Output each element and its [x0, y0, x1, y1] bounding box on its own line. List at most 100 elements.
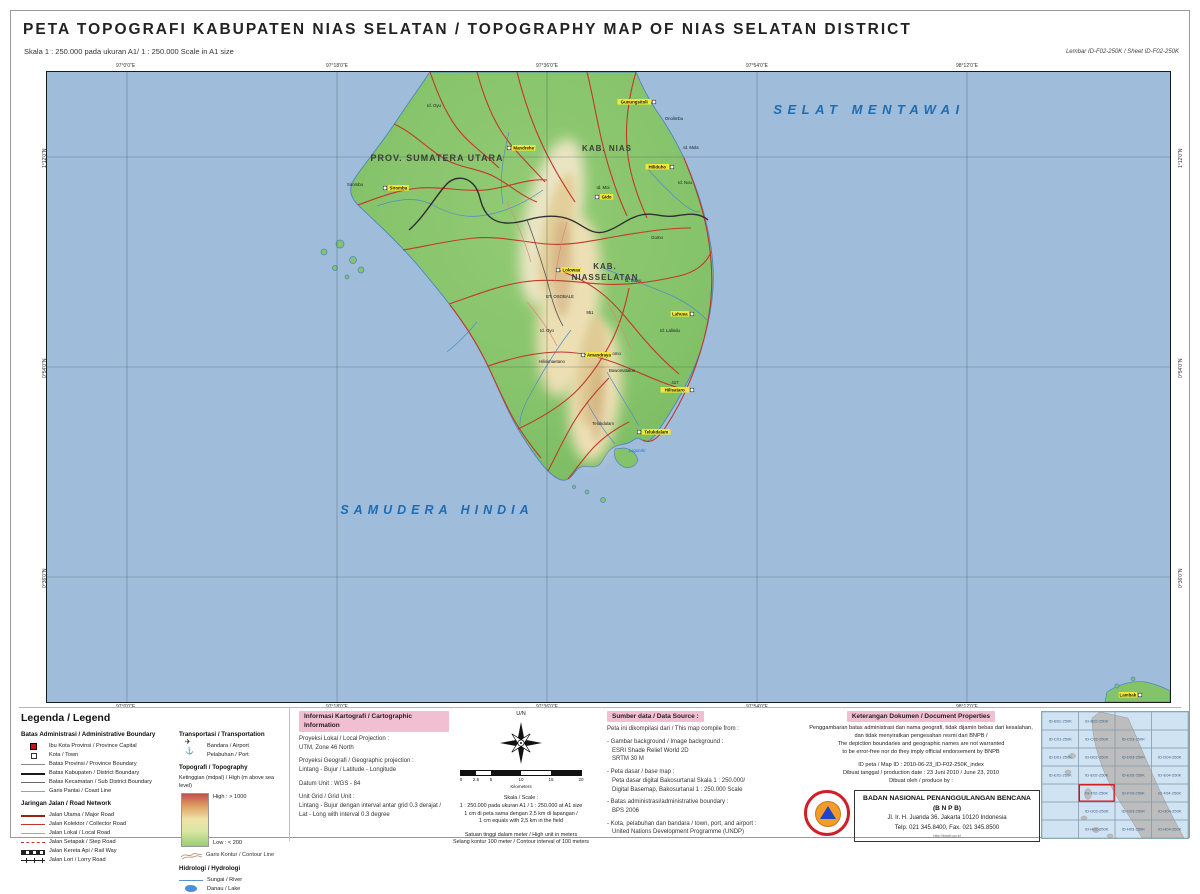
legend-item-label: Kota / Town	[49, 751, 78, 759]
legend-item: Jalan Setapak / Step Road	[21, 838, 173, 847]
scale-line2: 1 cm di peta sama dengan 2,5 km di lapan…	[451, 811, 591, 819]
legend-item-label: Pelabuhan / Port	[207, 751, 249, 759]
index-island	[1081, 816, 1087, 820]
data-source-item: - Kota, pelabuhan dan bandara / town, po…	[607, 820, 793, 837]
legend-item-label: Jalan Lori / Lorry Road	[49, 856, 106, 864]
town-label: Lahusa	[672, 311, 688, 316]
organization-block: BADAN NASIONAL PENANGGULANGAN BENCANA (B…	[796, 788, 1046, 842]
cartographic-line: UTM, Zone 46 North	[299, 744, 449, 753]
map-sheet: PETA TOPOGRAFI KABUPATEN NIAS SELATAN / …	[10, 10, 1190, 838]
town-label: Hiliduho	[649, 164, 667, 169]
cartographic-line: Datum Unit : WGS - 84	[299, 780, 449, 789]
line-major-icon	[21, 811, 45, 819]
legend-item: Jalan Kolektor / Collector Road	[21, 820, 173, 829]
lat-tick-right: 0°36'0"N	[1178, 569, 1184, 588]
lat-tick-right: 0°54'0"N	[1178, 359, 1184, 378]
scale-text: Skala / Scale : 1 : 250.000 pada ukuran …	[451, 795, 591, 825]
elevation-ramp-icon	[181, 793, 209, 847]
data-source-line: - Gambar background / Image background :	[607, 738, 793, 747]
legend-item-label: Garis Pantai / Coast Line	[49, 787, 111, 795]
scale-tick-label: 20	[578, 777, 583, 784]
legend-section-title: Jaringan Jalan / Road Network	[21, 800, 173, 809]
map-minor-label: Bawomataluo	[609, 368, 636, 373]
map-minor-label: Id. Mola	[683, 145, 699, 150]
index-cell-label: ID-E02-250K	[1085, 773, 1108, 778]
line-rail-icon	[21, 847, 45, 855]
legend-item-label: Danau / Lake	[207, 885, 240, 893]
index-cell-label: ID-E04-250K	[1158, 773, 1181, 778]
town-marker	[581, 353, 585, 357]
scale-line3: 1 cm equals with 2,5 km in the field	[451, 818, 591, 826]
map-minor-label: 417	[671, 380, 679, 385]
data-source-items: - Gambar background / Image background :…	[607, 738, 793, 837]
sq-red-icon	[21, 742, 45, 750]
index-cell-label: ID-G04-250K	[1158, 809, 1182, 814]
data-source-item: - Batas administrasi/administrative boun…	[607, 798, 793, 815]
lat-tick-right: 1°12'0"N	[1178, 149, 1184, 168]
index-cell-label: ID-C03-250K	[1122, 737, 1146, 742]
organization-name: BADAN NASIONAL PENANGGULANGAN BENCANA	[857, 794, 1037, 804]
region-label: KAB.	[593, 262, 617, 271]
map-minor-label: Onolimbu	[665, 116, 684, 121]
town-label: Lambak	[1120, 692, 1137, 697]
index-cell-label: ID-G03-250K	[1121, 809, 1145, 814]
map-minor-label: Id. Oyu	[427, 103, 441, 108]
organization-phone: Telp. 021 345.8400, Fax. 021 345.8500	[857, 824, 1037, 833]
index-island	[1107, 834, 1113, 838]
data-source-line: - Kota, pelabuhan dan bandara / town, po…	[607, 820, 793, 829]
port-icon: ⚓	[179, 751, 203, 759]
legend-item-label: Batas Provinsi / Province Boundary	[49, 760, 137, 768]
town-label: Sirombu	[390, 185, 408, 190]
town-marker	[556, 268, 560, 272]
index-cell-label: ID-C01-250K	[1049, 737, 1073, 742]
town-label: Amandraya	[587, 352, 611, 357]
map-minor-label: Gomo	[651, 235, 663, 240]
scale-tick-label: 15	[548, 777, 553, 784]
disclaimer: Penggambaran batas administrasi dan nama…	[796, 725, 1046, 756]
cartographic-line: Proyeksi Lokal / Local Projection :	[299, 735, 449, 744]
data-source-item: - Gambar background / Image background :…	[607, 738, 793, 764]
page-title: PETA TOPOGRAFI KABUPATEN NIAS SELATAN / …	[23, 21, 912, 39]
town-marker	[383, 186, 387, 190]
town-marker	[507, 146, 511, 150]
data-source-item: - Peta dasar / base map :Peta dasar digi…	[607, 768, 793, 794]
index-cell-label: ID-H02-250K	[1085, 827, 1109, 832]
legend-divider	[289, 708, 290, 841]
legend-item-label: Jalan Utama / Major Road	[49, 811, 114, 819]
elevation-high-label: High : > 1000	[213, 793, 246, 801]
scale-title: Skala / Scale :	[451, 795, 591, 803]
river-icon	[179, 876, 203, 884]
sea-label: SAMUDERA HINDIA	[340, 503, 533, 517]
compass-rose-icon	[498, 720, 544, 766]
legend-item: Kota / Town	[21, 751, 173, 760]
cartographic-line: Lintang - Bujur dengan interval antar gr…	[299, 802, 449, 811]
legend-item: Ibu Kota Provinsi / Province Capital	[21, 742, 173, 751]
index-cell-label: ID-D02-250K	[1085, 755, 1109, 760]
lon-tick-top: 97°18'0"E	[326, 63, 348, 69]
index-cell-label: ID-B02-250K	[1085, 719, 1108, 724]
legend-item: ⚓ Pelabuhan / Port	[179, 751, 285, 760]
topo-subtitle: Ketinggian (mdpal) / High (m above sea l…	[179, 775, 285, 791]
legend-item-label: Bandara / Airport	[207, 742, 249, 750]
data-source-header: Sumber data / Data Source :	[607, 711, 704, 722]
cartographic-line: Proyeksi Geografi / Geographic projectio…	[299, 757, 449, 766]
legend-item: Sungai / River	[179, 876, 285, 885]
cartographic-line: Lintang - Bujur / Latitude - Longitude	[299, 766, 449, 775]
data-source-line: - Batas administrasi/administrative boun…	[607, 798, 793, 807]
legend-item: Jalan Kereta Api / Rail Way	[21, 847, 173, 856]
sea-label: SELAT MENTAWAI	[773, 102, 964, 117]
elevation-low-label: Low : < 200	[213, 839, 246, 847]
line-lori-icon	[21, 856, 45, 864]
lon-tick-top: 97°36'0"E	[536, 63, 558, 69]
town-label: Telukdalam	[644, 429, 668, 434]
map-minor-label: Hilisimaetano	[539, 359, 565, 364]
town-label: Gunungsitoli	[621, 99, 648, 104]
town-marker	[637, 430, 641, 434]
scale-tick-label: 0	[460, 777, 463, 784]
scale-subtitle: Skala 1 : 250.000 pada ukuran A1/ 1 : 25…	[24, 47, 234, 56]
data-source-line: ESRI Shade Relief World 2D	[612, 747, 793, 756]
